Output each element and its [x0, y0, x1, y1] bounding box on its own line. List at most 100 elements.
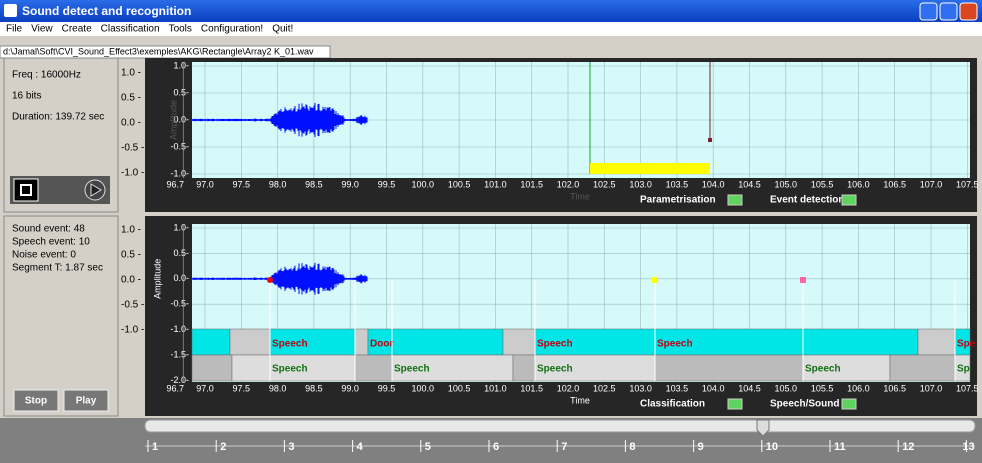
x-tick-label: 105.5	[811, 179, 834, 189]
maximize-button[interactable]	[939, 2, 958, 21]
info-text: 16 bits	[12, 91, 41, 102]
classification-label: Speech	[272, 339, 308, 350]
y-axis-label: Amplitude	[168, 100, 178, 140]
speech-sound-segment	[654, 354, 804, 382]
x-tick-label: 103.0	[629, 179, 652, 189]
minimize-button[interactable]	[919, 2, 938, 21]
x-tick-label: 102.5	[593, 179, 616, 189]
menu-item[interactable]: File	[6, 24, 23, 35]
x-tick-label: 107.5	[956, 179, 979, 189]
ruler-label: 1	[152, 441, 158, 453]
speech-sound-segment	[889, 354, 956, 382]
ruler-label: 13	[962, 441, 974, 453]
legend-led	[727, 398, 743, 410]
info-text: Sound event: 48	[12, 224, 85, 235]
info-text: Noise event: 0	[12, 250, 76, 261]
y-tick-label: -1.0-	[170, 324, 189, 334]
x-tick-label: 102.0	[557, 383, 580, 393]
legend-label: Speech/Sound	[770, 399, 839, 410]
x-tick-label: 102.0	[557, 179, 580, 189]
x-tick-label: 97.5	[233, 179, 251, 189]
ruler-label: 3	[288, 441, 294, 453]
ruler-label: 11	[834, 441, 846, 453]
ruler-label: 6	[493, 441, 499, 453]
x-axis-label: Time	[570, 191, 590, 201]
menu-item[interactable]: View	[31, 24, 53, 35]
x-tick-label: 104.5	[738, 179, 761, 189]
menu-item[interactable]: Tools	[169, 24, 192, 35]
side-scale-label: 0.5 -	[121, 93, 141, 104]
event-marker	[800, 277, 806, 283]
speech-sound-segment	[391, 354, 514, 382]
x-tick-label: 97.0	[196, 179, 214, 189]
app-icon	[4, 4, 17, 17]
button[interactable]	[63, 389, 109, 412]
ruler-label: 2	[220, 441, 226, 453]
x-tick-label: 106.0	[847, 179, 870, 189]
speech-sound-label: Speech	[537, 364, 573, 375]
x-tick-label: 98.0	[269, 383, 287, 393]
legend-label: Event detection	[770, 195, 844, 206]
x-tick-label: 102.5	[593, 383, 616, 393]
x-tick-label: 100.5	[448, 179, 471, 189]
window-title: Sound detect and recognition	[22, 4, 191, 18]
legend-label: Classification	[640, 399, 705, 410]
menu-item[interactable]: Classification	[101, 24, 160, 35]
x-tick-label: 103.0	[629, 383, 652, 393]
menu-item[interactable]: Quit!	[272, 24, 293, 35]
speech-sound-label: Speech	[394, 364, 430, 375]
selection-bar	[590, 163, 710, 174]
bottom-info-panel	[3, 215, 119, 417]
scroll-track[interactable]	[144, 419, 976, 433]
x-tick-label: 99.5	[378, 383, 396, 393]
side-scale-label: -1.0 -	[121, 325, 144, 336]
y-tick-label: -1.5-	[170, 349, 189, 359]
x-tick-label: 104.5	[738, 383, 761, 393]
y-tick-label: 1.0-	[173, 60, 189, 70]
y-tick-label: 1.0-	[173, 222, 189, 232]
stop-icon-button[interactable]	[13, 178, 39, 202]
x-tick-label: 105.5	[811, 383, 834, 393]
x-tick-label: 99.5	[378, 179, 396, 189]
x-tick-label: 106.5	[883, 383, 906, 393]
menu-item[interactable]: Create	[62, 24, 92, 35]
side-scale-label: -0.5 -	[121, 300, 144, 311]
x-tick-label: 100.0	[412, 383, 435, 393]
y-tick-label: -0.5-	[170, 299, 189, 309]
y-tick-label: -2.0-	[170, 375, 189, 385]
x-tick-label: 100.5	[448, 383, 471, 393]
button[interactable]	[13, 389, 59, 412]
speech-sound-label: Sp	[957, 364, 970, 375]
classification-label: Speech	[537, 339, 573, 350]
x-tick-label: 97.0	[196, 383, 214, 393]
scroll-thumb[interactable]	[756, 419, 770, 437]
classification-label: Speech	[657, 339, 693, 350]
waveform	[191, 103, 368, 137]
legend-led	[727, 194, 743, 206]
x-tick-label: 107.0	[920, 179, 943, 189]
info-text: Duration: 139.72 sec	[12, 112, 104, 123]
side-scale-label: 0.5 -	[121, 250, 141, 261]
side-scale-label: 1.0 -	[121, 225, 141, 236]
ruler-label: 7	[561, 441, 567, 453]
side-scale-label: 1.0 -	[121, 68, 141, 79]
x-tick-label: 96.7	[166, 179, 184, 189]
x-tick-label: 101.0	[484, 383, 507, 393]
close-button[interactable]	[959, 2, 978, 21]
x-tick-label: 105.0	[775, 179, 798, 189]
menu-item[interactable]: Configuration!	[201, 24, 263, 35]
x-tick-label: 103.5	[666, 383, 689, 393]
button-label[interactable]: Stop	[25, 396, 47, 407]
x-tick-label: 96.7	[166, 383, 184, 393]
classification-segment	[917, 328, 956, 356]
x-tick-label: 105.0	[775, 383, 798, 393]
x-tick-label: 98.5	[305, 179, 323, 189]
button-label[interactable]: Play	[76, 396, 97, 407]
x-tick-label: 104.0	[702, 383, 725, 393]
x-tick-label: 107.5	[956, 383, 979, 393]
y-tick-label: -0.5-	[170, 141, 189, 151]
info-text: Freq : 16000Hz	[12, 70, 81, 81]
y-axis-label: Amplitude	[152, 259, 162, 299]
side-scale-label: -0.5 -	[121, 143, 144, 154]
